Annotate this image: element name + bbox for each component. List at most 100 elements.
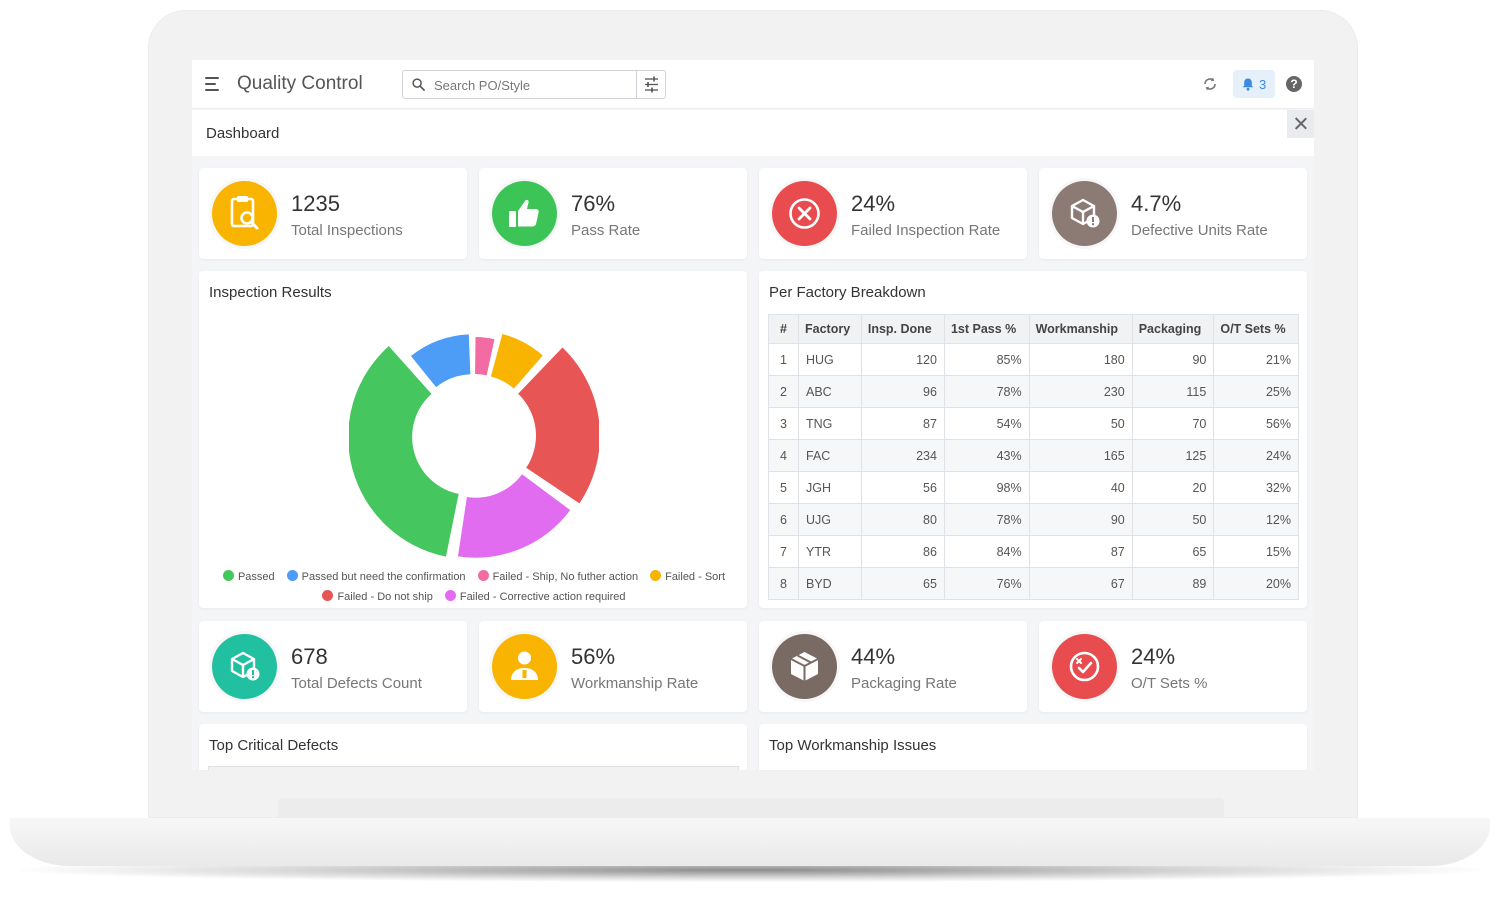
stat-label: Defective Units Rate xyxy=(1131,222,1268,239)
stat-label: Pass Rate xyxy=(571,222,641,239)
column-header[interactable]: Packaging xyxy=(1131,314,1215,344)
legend-label: Failed - Sort xyxy=(665,571,726,583)
clipboard-search-icon xyxy=(212,181,277,246)
legend-item-failed-ship-no-action[interactable]: Failed - Ship, No futher action xyxy=(477,567,639,587)
table-row[interactable]: 2 ABC 96 78% 230 115 25% xyxy=(768,375,1299,408)
table-cell: ABC xyxy=(798,375,862,408)
table-cell: 70 xyxy=(1131,407,1215,440)
column-header[interactable]: Factory xyxy=(798,314,862,344)
legend-label: Failed - Corrective action required xyxy=(459,591,626,603)
table-cell: 96 xyxy=(860,375,945,408)
donut-slice-failed-do-not-ship[interactable] xyxy=(518,347,599,504)
donut-slice-failed-ship-no-action[interactable] xyxy=(475,337,495,376)
badge-x-icon xyxy=(1052,634,1117,699)
table-cell: 24% xyxy=(1213,439,1299,472)
hamburger-menu-icon[interactable] xyxy=(205,77,221,91)
stat-value: 24% xyxy=(1131,644,1176,669)
table-row[interactable]: 5 JGH 56 98% 40 20 32% xyxy=(768,471,1299,504)
legend-label: Failed - Do not ship xyxy=(337,591,433,603)
table-cell: 80 xyxy=(860,503,945,536)
stat-value: 76% xyxy=(571,191,616,216)
chart-legend: Passed Passed but need the confirmation Fa… xyxy=(199,567,749,607)
table-cell: 40 xyxy=(1028,471,1133,504)
table-cell: FAC xyxy=(798,439,862,472)
table-cell: 50 xyxy=(1028,407,1133,440)
stat-card-total-defects: 678 Total Defects Count xyxy=(199,621,467,712)
table-cell: 12% xyxy=(1213,503,1299,536)
legend-item-failed-do-not-ship[interactable]: Failed - Do not ship xyxy=(322,587,433,607)
panel-title: Inspection Results xyxy=(209,284,332,301)
donut-slice-failed-sort[interactable] xyxy=(490,333,543,389)
table-cell: 65 xyxy=(1131,535,1215,568)
donut-slice-passed-need-confirmation[interactable] xyxy=(410,334,471,388)
factory-breakdown-panel: Per Factory Breakdown # Factory Insp. Do… xyxy=(759,271,1307,608)
laptop-base xyxy=(10,818,1490,866)
notifications-button[interactable]: 3 xyxy=(1233,70,1275,98)
table-cell: 2 xyxy=(768,375,799,408)
inspection-results-panel: Inspection Results Passed Passed but need… xyxy=(199,271,747,608)
table-row[interactable]: 7 YTR 86 84% 87 65 15% xyxy=(768,535,1299,568)
stat-card-total-inspections: 1235 Total Inspections xyxy=(199,168,467,259)
page-title: Dashboard xyxy=(206,125,280,142)
legend-item-passed-need-confirmation[interactable]: Passed but need the confirmation xyxy=(286,567,466,587)
app-title: Quality Control xyxy=(237,73,363,94)
table-row[interactable]: 8 BYD 65 76% 67 89 20% xyxy=(768,567,1299,600)
legend-item-failed-corrective-action[interactable]: Failed - Corrective action required xyxy=(444,587,626,607)
column-header[interactable]: # xyxy=(768,314,799,344)
table-row[interactable]: 6 UJG 80 78% 90 50 12% xyxy=(768,503,1299,536)
table-cell: 6 xyxy=(768,503,799,536)
table-row[interactable]: 4 FAC 234 43% 165 125 24% xyxy=(768,439,1299,472)
legend-dot xyxy=(286,570,298,581)
table-cell: 87 xyxy=(860,407,945,440)
defects-table-header xyxy=(208,766,739,770)
filter-button[interactable] xyxy=(636,71,665,98)
stat-value: 56% xyxy=(571,644,616,669)
stat-value: 1235 xyxy=(291,191,340,216)
bell-icon xyxy=(1242,78,1254,91)
table-row[interactable]: 3 TNG 87 54% 50 70 56% xyxy=(768,407,1299,440)
search-input[interactable] xyxy=(434,75,630,95)
dashboard-header: Dashboard xyxy=(192,110,1314,156)
table-cell: 3 xyxy=(768,407,799,440)
donut-slice-passed[interactable] xyxy=(349,346,459,557)
help-icon[interactable]: ? xyxy=(1286,76,1302,92)
table-cell: 4 xyxy=(768,439,799,472)
table-cell: HUG xyxy=(798,343,862,376)
legend-label: Passed but need the confirmation xyxy=(301,571,466,583)
thumbs-up-icon xyxy=(492,181,557,246)
table-cell: 32% xyxy=(1213,471,1299,504)
app-screen: Quality Control xyxy=(192,60,1314,770)
top-bar: Quality Control xyxy=(192,60,1314,109)
panel-title: Top Critical Defects xyxy=(209,737,339,754)
column-header[interactable]: O/T Sets % xyxy=(1213,314,1299,344)
notification-count: 3 xyxy=(1259,77,1267,92)
table-cell: 21% xyxy=(1213,343,1299,376)
donut-slice-failed-corrective-action[interactable] xyxy=(457,474,571,558)
worker-icon xyxy=(492,634,557,699)
legend-dot xyxy=(444,590,456,601)
legend-label: Failed - Ship, No futher action xyxy=(492,571,639,583)
table-cell: 20% xyxy=(1213,567,1299,600)
refresh-icon[interactable] xyxy=(1202,76,1218,92)
x-circle-icon xyxy=(772,181,837,246)
top-workmanship-issues-panel: Top Workmanship Issues xyxy=(759,724,1307,770)
table-cell: TNG xyxy=(798,407,862,440)
box-alert-icon xyxy=(212,634,277,699)
column-header[interactable]: Workmanship xyxy=(1028,314,1133,344)
table-cell: 56% xyxy=(1213,407,1299,440)
table-cell: 8 xyxy=(768,567,799,600)
close-button[interactable] xyxy=(1287,110,1314,138)
table-cell: 85% xyxy=(943,343,1030,376)
table-cell: 67 xyxy=(1028,567,1133,600)
stat-value: 24% xyxy=(851,191,896,216)
column-header[interactable]: Insp. Done xyxy=(860,314,945,344)
stat-card-ot-sets: 24% O/T Sets % xyxy=(1039,621,1307,712)
legend-item-failed-sort[interactable]: Failed - Sort xyxy=(650,567,725,587)
table-cell: YTR xyxy=(798,535,862,568)
table-cell: 65 xyxy=(860,567,945,600)
legend-item-passed[interactable]: Passed xyxy=(222,567,275,587)
table-row[interactable]: 1 HUG 120 85% 180 90 21% xyxy=(768,343,1299,376)
table-cell: 86 xyxy=(860,535,945,568)
stat-card-pass-rate: 76% Pass Rate xyxy=(479,168,747,259)
column-header[interactable]: 1st Pass % xyxy=(943,314,1030,344)
